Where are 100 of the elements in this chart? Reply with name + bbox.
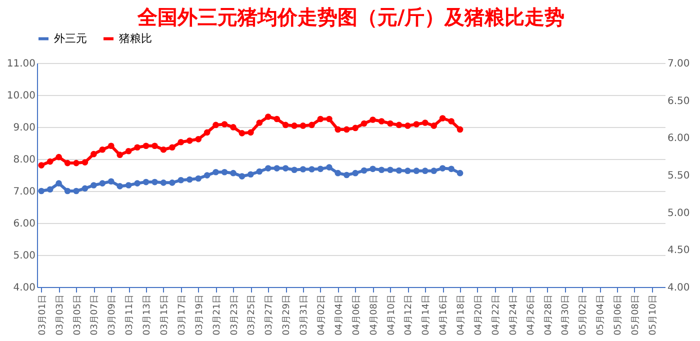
point — [116, 183, 124, 190]
y-tick-label: 7.00 — [13, 186, 36, 198]
point — [186, 176, 193, 183]
point — [238, 130, 246, 136]
point — [82, 185, 88, 192]
x-tick-label: 03月15日 — [160, 294, 170, 336]
point — [195, 136, 202, 142]
point — [230, 124, 236, 130]
x-tick-label: 03月01日 — [38, 294, 48, 336]
point — [387, 166, 394, 174]
point — [134, 180, 140, 186]
x-tick-label: 03月23日 — [230, 294, 240, 336]
point — [82, 159, 88, 166]
point — [108, 142, 114, 150]
point — [300, 166, 306, 172]
x-tick-label: 05月10日 — [648, 294, 658, 336]
point — [308, 122, 315, 128]
x-tick-label: 03月05日 — [72, 294, 83, 336]
point — [456, 170, 464, 176]
point — [343, 126, 350, 133]
point — [142, 142, 150, 150]
y-tick-label: 4.00 — [13, 282, 36, 294]
point — [186, 138, 193, 144]
x-tick-label: 04月28日 — [544, 294, 554, 336]
point — [370, 166, 376, 172]
legend-label: 猪粮比 — [119, 32, 152, 45]
point — [46, 158, 54, 165]
point — [56, 154, 62, 160]
point — [448, 118, 454, 124]
point — [142, 178, 150, 186]
x-tick-label: 03月21日 — [212, 294, 222, 336]
y2-tick-label: 4.50 — [668, 245, 690, 256]
point — [422, 120, 428, 126]
point — [221, 121, 228, 128]
x-tick-label: 05月06日 — [614, 294, 624, 336]
x-tick-label: 05月04日 — [596, 294, 606, 336]
point — [413, 168, 420, 174]
point — [212, 168, 219, 176]
x-tick-label: 03月11日 — [125, 294, 136, 336]
point — [73, 160, 80, 166]
point — [404, 122, 411, 129]
point — [73, 188, 80, 194]
point — [274, 116, 280, 122]
x-tick-label: 03月03日 — [55, 294, 66, 336]
x-tick-label: 03月09日 — [108, 294, 118, 336]
point — [430, 122, 438, 129]
x-tick-label: 03月07日 — [90, 294, 100, 336]
point — [264, 114, 272, 120]
point — [343, 172, 350, 178]
point — [178, 176, 184, 184]
point — [448, 166, 454, 172]
y2-tick-label: 6.00 — [668, 133, 690, 144]
x-tick-label: 05月08日 — [630, 294, 641, 336]
point — [90, 182, 97, 188]
point — [334, 170, 342, 176]
point — [360, 120, 368, 127]
x-tick-label: 04月02日 — [316, 294, 327, 336]
x-tick-label: 04月22日 — [491, 294, 502, 336]
point — [326, 164, 332, 170]
y2-tick-label: 5.50 — [668, 170, 690, 182]
point — [413, 121, 420, 128]
point — [308, 166, 315, 172]
y2-tick-label: 7.00 — [668, 58, 690, 70]
point — [274, 165, 280, 172]
y-tick-label: 9.00 — [13, 122, 36, 134]
point — [64, 188, 71, 194]
point — [56, 180, 62, 186]
point — [99, 146, 106, 153]
point — [378, 166, 385, 174]
x-tick-label: 04月18日 — [456, 294, 467, 336]
x-tick-label: 04月20日 — [474, 294, 484, 336]
y-tick-label: 11.00 — [6, 58, 36, 70]
point — [169, 144, 176, 151]
y-tick-label: 6.00 — [13, 218, 36, 230]
point — [221, 168, 228, 176]
chart-title: 全国外三元猪均价走势图（元/斤）及猪粮比走势 — [136, 5, 565, 29]
point — [430, 168, 438, 174]
x-tick-label: 03月25日 — [247, 294, 258, 336]
point — [38, 162, 45, 168]
point — [370, 116, 376, 123]
point — [46, 186, 54, 193]
x-tick-label: 04月26日 — [526, 294, 536, 336]
point — [456, 126, 464, 133]
point — [334, 126, 342, 133]
x-tick-label: 04月24日 — [508, 294, 519, 336]
point — [352, 170, 359, 176]
point — [248, 171, 254, 178]
point — [195, 175, 202, 182]
y2-tick-label: 6.50 — [668, 96, 690, 107]
point — [396, 122, 402, 128]
point — [256, 120, 263, 126]
point — [169, 180, 176, 186]
x-tick-label: 04月14日 — [422, 294, 432, 336]
y2-tick-label: 5.00 — [668, 208, 690, 219]
x-tick-label: 03月13日 — [142, 294, 153, 336]
y-tick-label: 10.00 — [6, 90, 36, 102]
point — [99, 180, 106, 186]
point — [230, 170, 236, 176]
point — [125, 148, 132, 154]
x-tick-label: 04月12日 — [404, 294, 414, 336]
